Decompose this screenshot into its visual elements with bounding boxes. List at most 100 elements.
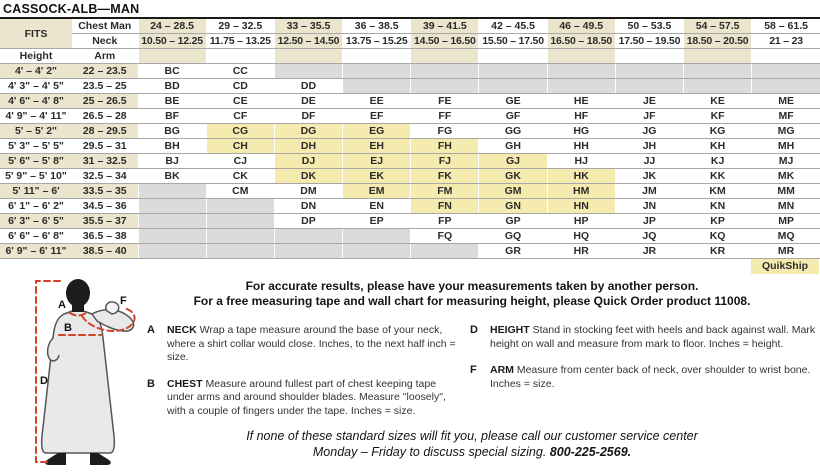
chest-range-cell: 58 – 61.5 [751, 19, 820, 34]
neck-measure-line [69, 312, 87, 317]
size-cell: KF [682, 108, 752, 124]
chest-range-cell: 54 – 57.5 [682, 19, 752, 34]
size-cell: CF [205, 108, 275, 124]
size-cell-unavailable [342, 243, 411, 259]
neck-row-label: Neck [72, 33, 138, 49]
neck-range-cell: 18.50 – 20.50 [682, 33, 752, 49]
arm-range-cell: 26.5 – 28 [72, 108, 138, 124]
chest-range-cell: 24 – 28.5 [137, 19, 207, 34]
size-cell: MQ [751, 228, 820, 244]
figure-foot-left [45, 453, 66, 465]
arm-range-cell: 34.5 – 36 [72, 198, 138, 214]
size-cell: BK [137, 168, 207, 184]
size-cell: KJ [682, 153, 752, 169]
size-cell: KR [682, 243, 752, 259]
size-chart-table: FITS Chest Man 24 – 28.5 29 – 32.5 33 – 35… [0, 19, 820, 259]
size-cell: GF [478, 108, 548, 124]
size-cell-quickship: HK [546, 168, 616, 184]
size-cell: FP [410, 213, 479, 229]
size-cell: EE [342, 93, 411, 109]
measure-instruction-arm: F ARM Measure from center back of neck, o… [470, 364, 818, 391]
size-cell-unavailable [273, 63, 343, 79]
size-cell-unavailable [137, 228, 207, 244]
instruction-text: ARM Measure from center back of neck, ov… [490, 364, 811, 390]
arm-range-cell: 35.5 – 37 [72, 213, 138, 229]
size-cell: JM [614, 183, 684, 199]
size-cell: JQ [614, 228, 684, 244]
size-cell: KP [682, 213, 752, 229]
size-cell: EN [342, 198, 411, 214]
header-spacer-cell [205, 48, 275, 64]
size-cell-unavailable [478, 63, 548, 79]
size-cell: DM [273, 183, 343, 199]
arm-range-cell: 23.5 – 25 [72, 78, 138, 94]
size-row: 5' 9" – 5' 10" 32.5 – 34 BK CK DK EK FK GK HK JK K… [0, 168, 820, 184]
size-cell-quickship: EK [342, 168, 411, 184]
height-range-cell: 5' 6" – 5' 8" [0, 153, 72, 169]
size-row: 5' 3" – 5' 5" 29.5 – 31 BH CH DH EH FH GH HH JH KH… [0, 138, 820, 154]
arm-range-cell: 33.5 – 35 [72, 183, 138, 199]
size-cell: KN [682, 198, 752, 214]
size-cell-quickship: DG [273, 123, 343, 139]
chest-row-label: Chest Man [72, 19, 138, 34]
size-cell: BH [137, 138, 207, 154]
size-cell: GR [478, 243, 548, 259]
fits-label: FITS [0, 19, 72, 49]
intro-line-1: For accurate results, please have your m… [245, 279, 699, 293]
size-cell-unavailable [478, 78, 548, 94]
arm-range-cell: 29.5 – 31 [72, 138, 138, 154]
size-cell-unavailable [410, 63, 479, 79]
header-spacer-cell [682, 48, 752, 64]
figure-label-neck: A [58, 299, 66, 311]
size-cell: KQ [682, 228, 752, 244]
size-cell-quickship: FN [410, 198, 479, 214]
size-cell: MK [751, 168, 820, 184]
intro-line-2: For a free measuring tape and wall chart… [193, 294, 751, 308]
size-cell: HE [546, 93, 616, 109]
special-sizing-note: If none of these standard sizes will fit… [140, 429, 804, 460]
size-cell: BD [137, 78, 207, 94]
size-cell-unavailable [137, 183, 207, 199]
size-cell: FG [410, 123, 479, 139]
neck-range-cell: 15.50 – 17.50 [478, 33, 548, 49]
size-cell-unavailable [410, 243, 479, 259]
instruction-text: HEIGHT Stand in stocking feet with heels… [490, 324, 816, 350]
size-cell: HP [546, 213, 616, 229]
size-row: 4' – 4' 2" 22 – 23.5 BC CC [0, 63, 820, 79]
size-cell-unavailable [205, 243, 275, 259]
size-cell-unavailable [342, 228, 411, 244]
figure-label-height: D [40, 375, 48, 387]
cassock-measurement-diagram: A B D F [35, 279, 136, 465]
size-cell-quickship: FH [410, 138, 479, 154]
phone-number: 800-225-2569. [549, 444, 632, 459]
instruction-term: NECK [167, 324, 200, 336]
size-cell-unavailable [137, 243, 207, 259]
neck-range-cell: 14.50 – 16.50 [410, 33, 479, 49]
size-cell-unavailable [137, 198, 207, 214]
size-cell-quickship: EM [342, 183, 411, 199]
size-cell-unavailable [273, 243, 343, 259]
instructions-left-column: A NECK Wrap a tape measure around the bas… [147, 324, 465, 431]
height-range-cell: 5' 3" – 5' 5" [0, 138, 72, 154]
size-cell: GQ [478, 228, 548, 244]
size-cell-quickship: EH [342, 138, 411, 154]
size-cell-quickship: HN [546, 198, 616, 214]
figure-hand [104, 301, 120, 315]
size-cell: ME [751, 93, 820, 109]
height-range-cell: 6' 9" – 6' 11" [0, 243, 72, 259]
size-cell-quickship: FJ [410, 153, 479, 169]
size-cell: FE [410, 93, 479, 109]
instructions-right-column: D HEIGHT Stand in stocking feet with heel… [470, 324, 818, 404]
header-spacer-cell [751, 48, 820, 64]
size-cell: MR [751, 243, 820, 259]
figure-label-chest: B [64, 322, 72, 334]
height-range-cell: 5' – 5' 2" [0, 123, 72, 139]
header-spacer-cell [273, 48, 343, 64]
size-cell-unavailable [342, 63, 411, 79]
size-cell: MN [751, 198, 820, 214]
size-cell: MJ [751, 153, 820, 169]
size-cell-quickship: CG [205, 123, 275, 139]
neck-range-cell: 16.50 – 18.50 [546, 33, 616, 49]
measure-instruction-height: D HEIGHT Stand in stocking feet with heel… [470, 324, 818, 351]
figure-foot-right [90, 453, 111, 465]
